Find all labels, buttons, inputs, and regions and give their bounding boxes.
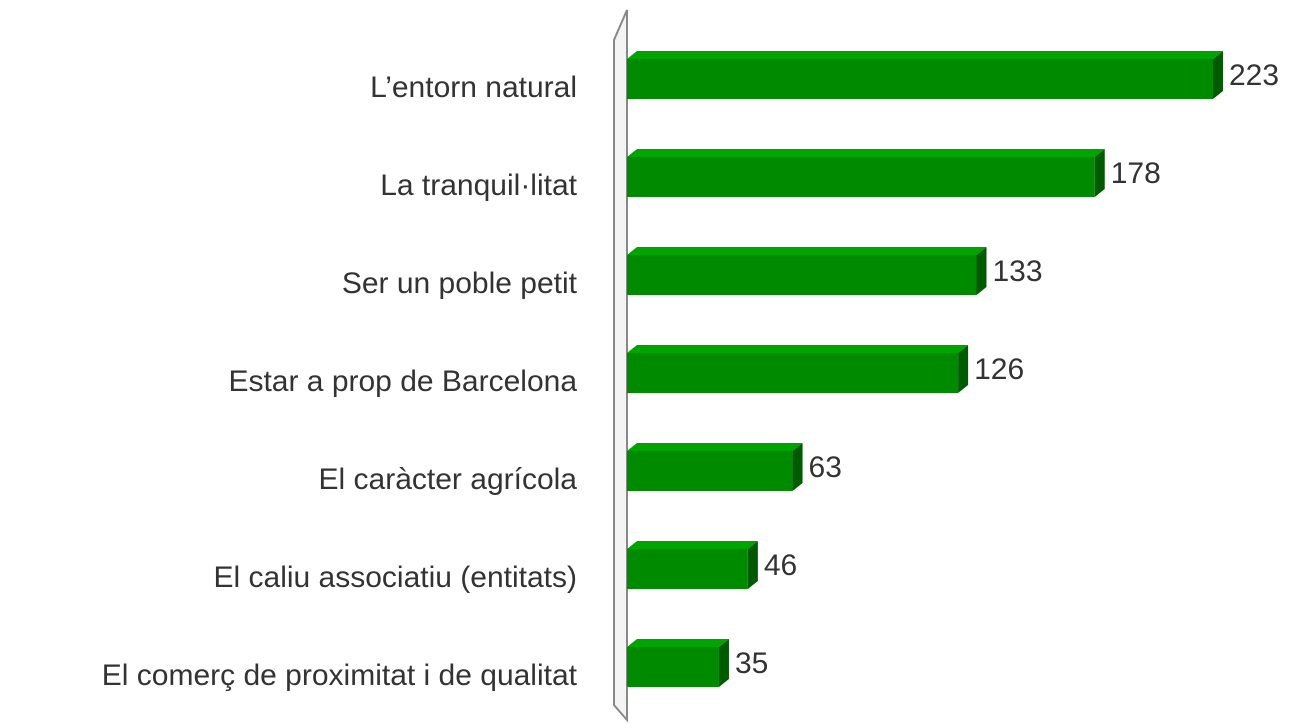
value-label: 46 [764, 549, 797, 582]
category-label: Ser un poble petit [342, 267, 578, 300]
bar-front [627, 451, 793, 491]
bar [627, 51, 1223, 99]
bar-front [627, 647, 719, 687]
bar-top [627, 639, 729, 647]
bar [627, 639, 729, 687]
bar-front [627, 255, 977, 295]
value-label: 178 [1111, 157, 1161, 190]
bar-top [627, 51, 1223, 59]
back-wall [613, 9, 628, 723]
value-label: 126 [974, 353, 1024, 386]
bar-side [976, 247, 987, 295]
bar-top [627, 345, 969, 353]
bar [627, 345, 969, 393]
bar [627, 541, 758, 589]
category-label: El comerç de proximitat i de qualitat [102, 659, 578, 692]
category-label: La tranquil·litat [380, 169, 577, 202]
value-label: 63 [809, 451, 842, 484]
bar-side [958, 345, 969, 393]
value-label: 133 [992, 255, 1042, 288]
bar-front [627, 353, 959, 393]
bar-front [627, 59, 1213, 99]
category-label: El caliu associatiu (entitats) [214, 561, 578, 594]
bar-side [747, 541, 758, 589]
bar [627, 443, 803, 491]
bar-side [792, 443, 803, 491]
bar-top [627, 149, 1105, 157]
category-label: L’entorn natural [370, 71, 577, 104]
bar-front [627, 157, 1095, 197]
bar-side [718, 639, 729, 687]
bar-top [627, 247, 987, 255]
bar-top [627, 443, 803, 451]
value-label: 35 [735, 647, 768, 680]
category-label: El caràcter agrícola [319, 463, 578, 496]
category-label: Estar a prop de Barcelona [228, 365, 577, 398]
bar-top [627, 541, 758, 549]
bar [627, 149, 1105, 197]
bar [627, 247, 987, 295]
value-label: 223 [1229, 59, 1279, 92]
bar-front [627, 549, 748, 589]
bar-side [1094, 149, 1105, 197]
bar-side [1213, 51, 1223, 99]
